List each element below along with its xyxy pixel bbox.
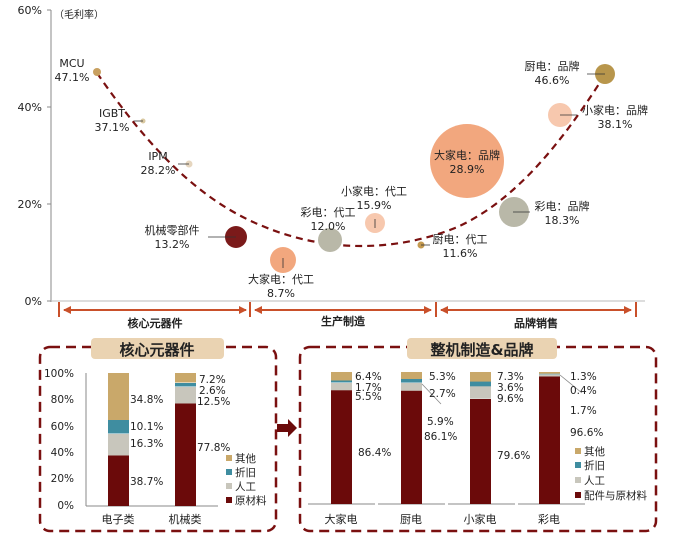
stage-core-components: 核心元器件 <box>128 316 183 330</box>
y-tick-20: 20% <box>18 198 42 211</box>
label-large-oem-name: 大家电：代工 <box>248 272 314 286</box>
label-kitchen-oem-value: 11.6% <box>443 247 478 260</box>
category-large-appliance: 大家电 <box>325 512 358 526</box>
bubble-chart: 60% 40% 20% 0% （毛利率） <box>18 4 648 330</box>
label-large-brand-value: 28.9% <box>450 163 485 176</box>
legend: 其他 折旧 人工 原材料 <box>226 452 267 507</box>
label-large-brand-name: 大家电：品牌 <box>434 148 500 162</box>
legend-other: 其他 <box>235 452 256 465</box>
value-e-labor: 16.3% <box>130 438 163 450</box>
value-e-other: 34.8% <box>130 394 163 406</box>
value-b-raw: 86.4% <box>358 447 391 459</box>
value-s-raw: 79.6% <box>497 450 530 462</box>
label-tv-oem-name: 彩电：代工 <box>301 206 356 219</box>
value-k-dep: 2.7% <box>429 388 456 400</box>
label-kitchen-brand-value: 46.6% <box>535 74 570 87</box>
value-t-other: 1.3% <box>570 371 597 383</box>
panel-title-bg <box>407 338 557 359</box>
legend-labor: 人工 <box>235 481 256 493</box>
label-small-oem-value: 15.9% <box>357 199 392 212</box>
bubble-mcu <box>93 68 101 76</box>
category-mechanical: 机械类 <box>169 512 202 526</box>
value-s-labor: 9.6% <box>497 393 524 405</box>
stage-brand-sales: 品牌销售 <box>514 316 558 330</box>
label-mechanical-name: 机械零部件 <box>145 223 200 237</box>
legend-other: 其他 <box>584 445 605 458</box>
label-small-oem-name: 小家电：代工 <box>341 184 407 198</box>
value-b-labor: 5.5% <box>355 391 382 403</box>
right-arrow-icon <box>277 419 297 437</box>
value-t-labor: 1.7% <box>570 405 597 417</box>
panel-title: 核心元器件 <box>119 341 194 359</box>
y-tick-40: 40% <box>18 101 42 114</box>
legend-labor: 人工 <box>584 475 605 487</box>
value-e-dep: 10.1% <box>130 421 163 433</box>
bar-mechanical <box>175 373 196 506</box>
category-small-appliance: 小家电 <box>464 512 497 526</box>
y-tick-60: 60% <box>51 421 74 433</box>
value-k-raw: 86.1% <box>424 431 457 443</box>
label-small-brand-name: 小家电：品牌 <box>582 103 648 117</box>
label-igbt-name: IGBT <box>99 107 125 120</box>
bar-electronic <box>108 373 129 506</box>
y-tick-20: 20% <box>51 473 74 485</box>
value-b-other: 6.4% <box>355 371 382 383</box>
y-tick-60: 60% <box>18 4 42 17</box>
value-m-raw: 77.8% <box>197 442 230 454</box>
value-k-other: 5.3% <box>429 371 456 383</box>
y-axis-label: （毛利率） <box>54 8 104 21</box>
label-ipm-value: 28.2% <box>141 164 176 177</box>
bubble-tv-oem <box>318 228 342 252</box>
value-b-dep: 1.7% <box>355 382 382 394</box>
trend-curve <box>96 72 607 248</box>
label-small-brand-value: 38.1% <box>598 118 633 131</box>
y-tick-0: 0% <box>25 295 42 308</box>
category-tv: 彩电 <box>538 513 560 526</box>
legend-parts-raw-material: 配件与原材料 <box>584 489 647 502</box>
stage-manufacturing: 生产制造 <box>321 314 366 328</box>
label-ipm-name: IPM <box>148 150 167 163</box>
label-large-oem-value: 8.7% <box>267 287 295 300</box>
label-mechanical-value: 13.2% <box>155 238 190 251</box>
legend-raw-material: 原材料 <box>235 494 267 507</box>
bar-large-appliance <box>331 372 352 504</box>
label-kitchen-oem-name: 厨电：代工 <box>433 233 488 246</box>
label-tv-oem-value: 12.0% <box>311 220 346 233</box>
value-m-dep: 2.6% <box>199 385 226 397</box>
y-tick-100: 100% <box>44 368 74 380</box>
panel-title: 整机制造&品牌 <box>430 341 533 359</box>
value-s-other: 7.3% <box>497 371 524 383</box>
label-mcu-name: MCU <box>59 57 84 70</box>
y-tick-40: 40% <box>51 447 74 459</box>
value-e-raw: 38.7% <box>130 476 163 488</box>
bar-kitchen <box>401 372 422 504</box>
legend-depreciation: 折旧 <box>235 466 256 479</box>
value-m-labor: 12.5% <box>197 396 230 408</box>
legend-depreciation: 折旧 <box>584 459 605 472</box>
core-components-panel: 核心元器件 100% 80% 60% 40% 20% 0% 34.8% <box>38 338 278 533</box>
value-s-dep: 3.6% <box>497 382 524 394</box>
legend: 其他 折旧 人工 配件与原材料 <box>575 445 647 502</box>
bar-small-appliance <box>470 372 491 504</box>
assembly-brand-panel: 整机制造&品牌 <box>298 338 658 533</box>
label-tv-brand-name: 彩电：品牌 <box>535 199 590 213</box>
bar-tv <box>539 372 560 504</box>
category-electronic: 电子类 <box>102 512 135 526</box>
label-mcu-value: 47.1% <box>55 71 90 84</box>
panel-title-bg <box>91 338 224 359</box>
label-igbt-value: 37.1% <box>95 121 130 134</box>
value-k-labor: 5.9% <box>427 416 454 428</box>
stage-arrows <box>58 302 637 317</box>
y-tick-0: 0% <box>57 500 74 512</box>
y-tick-80: 80% <box>51 394 74 406</box>
panel-border <box>38 345 278 533</box>
value-t-dep: 0.4% <box>570 385 597 397</box>
bubble-large-appliance-brand <box>430 124 504 198</box>
value-t-raw: 96.6% <box>570 427 603 439</box>
value-m-other: 7.2% <box>199 374 226 386</box>
label-tv-brand-value: 18.3% <box>545 214 580 227</box>
label-kitchen-brand-name: 厨电：品牌 <box>525 59 580 73</box>
category-kitchen: 厨电 <box>400 513 422 526</box>
